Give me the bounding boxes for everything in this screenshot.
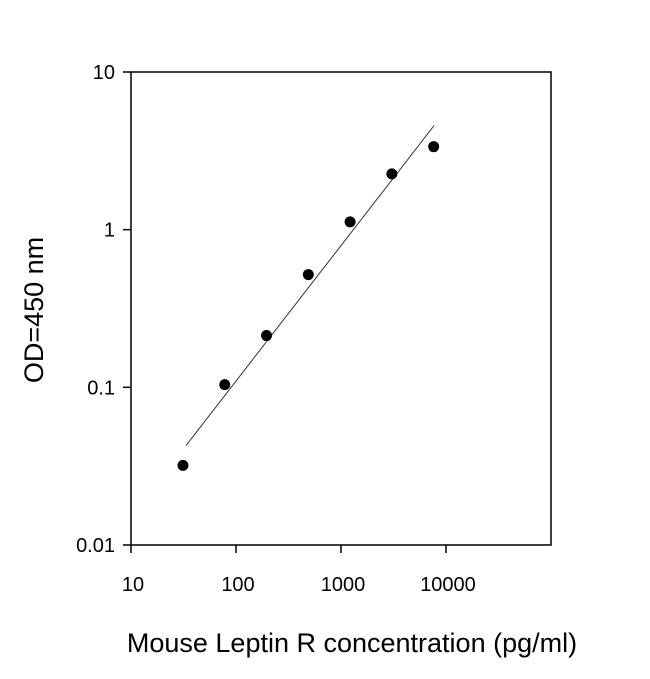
y-tick-label: 10: [93, 62, 115, 84]
y-axis-label: OD=450 nm: [19, 237, 49, 383]
y-tick-label: 0.01: [76, 535, 115, 557]
data-point: [177, 459, 189, 471]
x-tick-label: 1000: [321, 574, 366, 596]
data-point: [428, 141, 440, 153]
data-point: [219, 379, 231, 391]
x-tick-label: 100: [221, 574, 254, 596]
data-point: [302, 269, 314, 281]
x-tick-label: 10: [122, 574, 144, 596]
y-tick-label: 1: [104, 220, 115, 242]
plot-frame: [130, 71, 552, 546]
data-point: [344, 216, 356, 228]
x-axis-label: Mouse Leptin R concentration (pg/ml): [127, 628, 577, 658]
x-tick-label: 10000: [420, 574, 476, 596]
data-point: [261, 330, 273, 342]
y-tick-label: 0.1: [87, 377, 115, 399]
data-point: [386, 168, 398, 180]
